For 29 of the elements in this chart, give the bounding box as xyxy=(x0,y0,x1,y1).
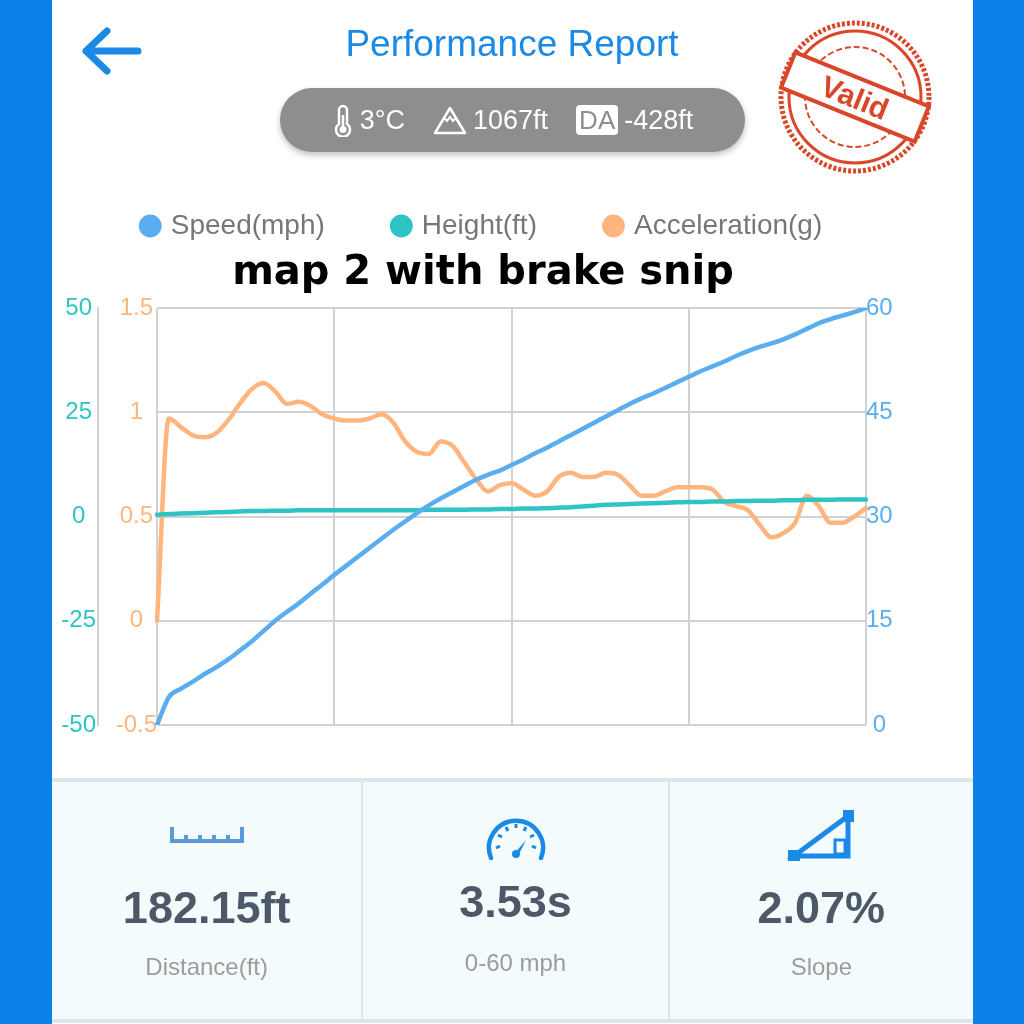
y3-tick-label: 1 xyxy=(129,396,143,424)
text: 182.15ft xyxy=(121,882,292,934)
y3-tick-label: 1.5 xyxy=(119,292,154,320)
y2-tick-label: 0 xyxy=(872,709,887,737)
y2-tick-label: 60 xyxy=(866,292,893,320)
text: Slope xyxy=(789,952,854,982)
info-pill: 3°C 1067ft DA -428ft xyxy=(280,88,745,152)
text: 3.53s xyxy=(458,876,573,928)
text: Valid xyxy=(816,69,894,126)
y-tick-label: 25 xyxy=(65,396,93,424)
y-tick-label: 0 xyxy=(71,501,86,529)
legend-label: Height(ft) xyxy=(421,208,537,240)
y2-tick-label: 15 xyxy=(866,605,893,633)
y-tick-label: -25 xyxy=(61,605,96,633)
y3-tick-label: 0.5 xyxy=(119,501,154,529)
chart-subtitle: map 2 with brake snip xyxy=(232,247,734,294)
legend-label: Speed(mph) xyxy=(170,208,325,240)
legend-label: Acceleration(g) xyxy=(633,208,823,240)
y3-tick-label: 0 xyxy=(129,605,143,633)
y2-tick-label: 45 xyxy=(866,396,893,424)
text: 2.07% xyxy=(756,882,887,934)
line-series xyxy=(154,497,869,518)
chart-title: Performance Report xyxy=(344,22,680,66)
text: 0-60 mph xyxy=(463,948,568,978)
text: Distance(ft) xyxy=(144,952,269,982)
y2-tick-label: 30 xyxy=(866,501,893,529)
y-tick-label: 50 xyxy=(65,292,93,320)
y3-tick-label: -0.5 xyxy=(115,709,157,737)
y-tick-label: -50 xyxy=(61,709,96,737)
